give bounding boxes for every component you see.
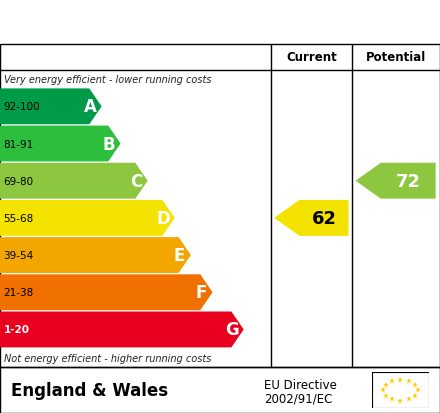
Text: 2002/91/EC: 2002/91/EC xyxy=(264,392,332,405)
Text: C: C xyxy=(130,172,142,190)
Text: B: B xyxy=(103,135,115,153)
Text: F: F xyxy=(195,284,207,301)
Polygon shape xyxy=(0,89,102,125)
Text: 55-68: 55-68 xyxy=(4,214,34,223)
Text: EU Directive: EU Directive xyxy=(264,378,337,392)
Polygon shape xyxy=(356,164,436,199)
Text: 39-54: 39-54 xyxy=(4,250,34,261)
Text: England & Wales: England & Wales xyxy=(11,381,168,399)
Text: Energy Efficiency Rating: Energy Efficiency Rating xyxy=(11,12,299,32)
Text: Not energy efficient - higher running costs: Not energy efficient - higher running co… xyxy=(4,353,212,363)
Text: A: A xyxy=(84,98,97,116)
Text: G: G xyxy=(225,320,239,339)
Text: 81-91: 81-91 xyxy=(4,139,34,149)
Text: 21-38: 21-38 xyxy=(4,287,34,297)
Text: Very energy efficient - lower running costs: Very energy efficient - lower running co… xyxy=(4,75,212,85)
Polygon shape xyxy=(274,200,348,236)
Text: 1-20: 1-20 xyxy=(4,325,29,335)
Polygon shape xyxy=(0,164,148,199)
Text: D: D xyxy=(156,209,170,227)
Text: Current: Current xyxy=(286,51,337,64)
Text: Potential: Potential xyxy=(366,51,426,64)
Text: 72: 72 xyxy=(396,172,421,190)
Text: 62: 62 xyxy=(312,209,337,227)
Text: 92-100: 92-100 xyxy=(4,102,40,112)
Polygon shape xyxy=(0,275,213,311)
Polygon shape xyxy=(0,200,175,236)
Polygon shape xyxy=(0,312,244,348)
Polygon shape xyxy=(0,237,191,273)
Text: 69-80: 69-80 xyxy=(4,176,33,186)
Polygon shape xyxy=(0,126,121,162)
Text: E: E xyxy=(174,247,185,264)
